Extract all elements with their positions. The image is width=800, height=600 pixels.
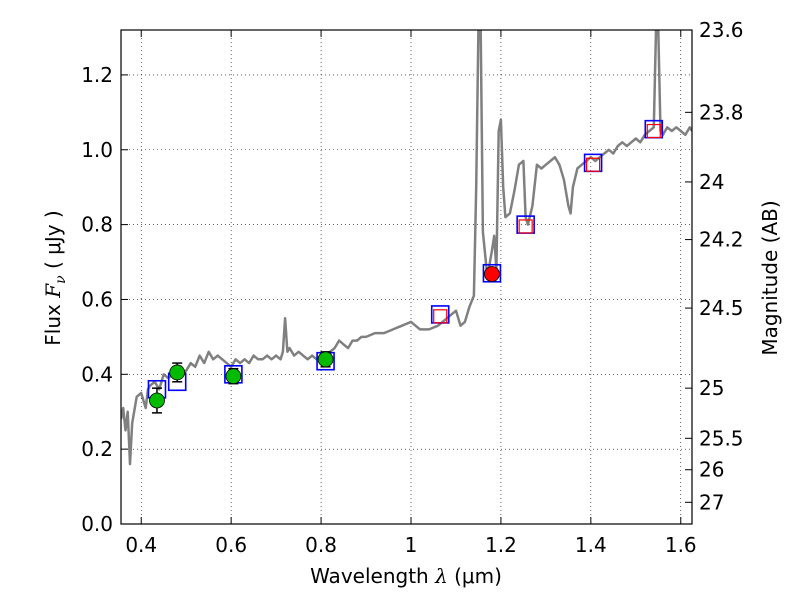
axes-frame [120, 29, 693, 525]
x-tick-label: 1.6 [665, 533, 697, 557]
y2-axis: 23.6 23.8 24 24.2 24.5 25 25.5 26 27 [685, 18, 744, 514]
y2-tick-label: 24 [699, 170, 724, 194]
y-axis-label-unit: ( μJy ) [41, 210, 65, 275]
x-tick-label: 0.8 [305, 533, 337, 557]
y-tick-label: 0.2 [81, 437, 113, 461]
upper-limit-marker [585, 157, 601, 172]
y2-tick-label: 26 [699, 458, 724, 482]
photometry-point [484, 266, 500, 282]
x-axis-label-prefix: Wavelength [310, 564, 435, 588]
x-tick-label: 1.2 [485, 533, 517, 557]
upper-limit-marker [433, 309, 448, 324]
y-tick-label: 0.4 [81, 362, 113, 386]
y2-tick-label: 25 [699, 376, 724, 400]
photometry-point [317, 351, 334, 368]
photometry-point [169, 364, 186, 381]
grid-lines [121, 30, 692, 525]
photometry-point [149, 392, 165, 409]
photometry-point [225, 368, 242, 385]
y-tick-label: 1.0 [81, 138, 113, 162]
y-axis-label: Flux Fν ( μJy ) [41, 210, 69, 345]
plot-area [121, 30, 692, 466]
y2-tick-label: 24.2 [699, 228, 744, 252]
y-axis-label-symbol: F [41, 283, 65, 299]
y2-tick-label: 25.5 [699, 426, 744, 450]
plot-series [121, 30, 692, 466]
x-axis-label-symbol: λ [434, 564, 448, 588]
y2-tick-label: 23.8 [699, 100, 744, 124]
y2-axis-label: Magnitude (AB) [758, 200, 782, 355]
y-tick-label: 1.2 [81, 63, 113, 87]
x-tick-label: 1.4 [575, 533, 607, 557]
x-axis-label-unit: (μm) [448, 564, 502, 588]
y2-tick-label: 23.6 [699, 18, 744, 42]
y-axis: 0.0 0.2 0.4 0.6 0.8 1.0 1.2 [81, 63, 128, 536]
x-tick-label: 1 [405, 533, 418, 557]
y-tick-label: 0.0 [81, 512, 113, 536]
y-axis-label-sub: ν [53, 275, 69, 284]
y-axis-label-prefix: Flux [41, 298, 65, 346]
y-tick-label: 0.8 [81, 213, 113, 237]
spectrum-line [121, 30, 692, 466]
x-tick-label: 0.4 [125, 533, 157, 557]
y2-tick-label: 24.5 [699, 296, 744, 320]
upper-limit-marker [646, 123, 661, 139]
x-axis-label: Wavelength λ (μm) [310, 564, 502, 588]
x-tick-label: 0.6 [215, 533, 247, 557]
y2-tick-label: 27 [699, 490, 724, 514]
y-tick-label: 0.6 [81, 287, 113, 311]
x-axis: 0.4 0.6 0.8 1 1.2 1.4 1.6 [125, 30, 697, 557]
upper-limit-marker [518, 219, 533, 234]
